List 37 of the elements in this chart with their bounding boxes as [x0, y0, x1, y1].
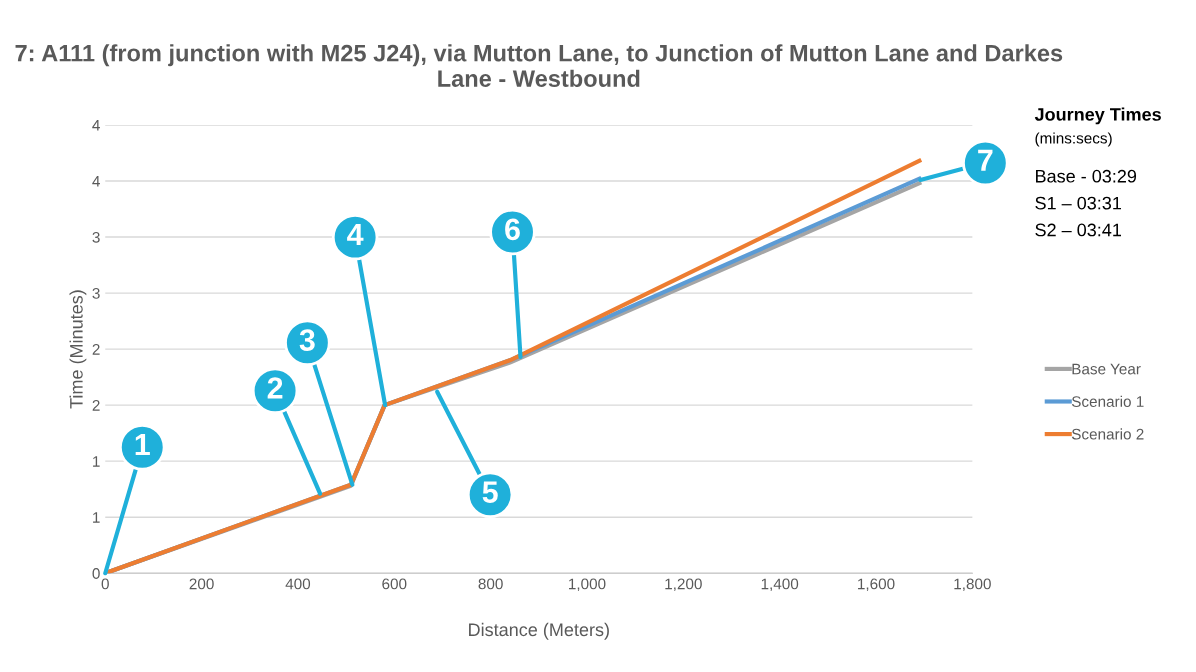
legend-label: Base Year [1072, 363, 1141, 375]
x-tick-label: 1,200 [665, 578, 702, 592]
x-tick-label: 600 [382, 578, 407, 590]
x-tick-label: 1,600 [858, 578, 895, 592]
text: S1 – 03:31 [1035, 196, 1121, 210]
x-tick-label: 200 [189, 578, 214, 590]
annotation: 6 [505, 218, 520, 241]
text: (mins:secs) [1035, 132, 1112, 147]
y-axis-title: Time (Minutes) [69, 290, 87, 409]
y-tick-label: 4 [92, 176, 100, 187]
annotation: 5 [482, 481, 498, 503]
x-tick-label: 1,800 [954, 578, 991, 592]
x-tick-label: 800 [478, 578, 503, 590]
annotation: 7 [978, 149, 993, 171]
annotation: 4 [347, 224, 364, 246]
x-tick-label: 400 [285, 578, 311, 590]
y-tick-label: 2 [92, 343, 100, 355]
x-tick-label: 0 [101, 578, 109, 590]
annotation: 1 [135, 434, 150, 456]
x-tick-label: 1,000 [569, 578, 606, 592]
y-tick-label: 1 [93, 512, 100, 523]
text: S2 – 03:41 [1035, 223, 1121, 237]
y-tick-label: 0 [92, 568, 100, 579]
y-tick-label: 2 [92, 400, 100, 411]
legend-label: Scenario 1 [1071, 395, 1144, 407]
text: Journey Times [1034, 107, 1161, 125]
x-tick-label: 1,400 [761, 578, 799, 592]
y-tick-label: 4 [92, 120, 100, 131]
y-tick-label: 1 [93, 456, 100, 467]
annotation: 3 [299, 329, 315, 351]
chart-title: 7: A111 (from junction with M25 J24), via Mutton Lane, to Junction of Mutton Lane and Darkes Lane - Westbound [15, 44, 1063, 87]
text: Base - 03:29 [1036, 169, 1137, 183]
y-tick-label: 3 [92, 287, 100, 299]
x-axis-title: Distance (Meters) [469, 622, 609, 640]
legend-label: Scenario 2 [1071, 428, 1144, 440]
y-tick-label: 3 [92, 231, 100, 243]
annotation: 2 [267, 377, 283, 399]
